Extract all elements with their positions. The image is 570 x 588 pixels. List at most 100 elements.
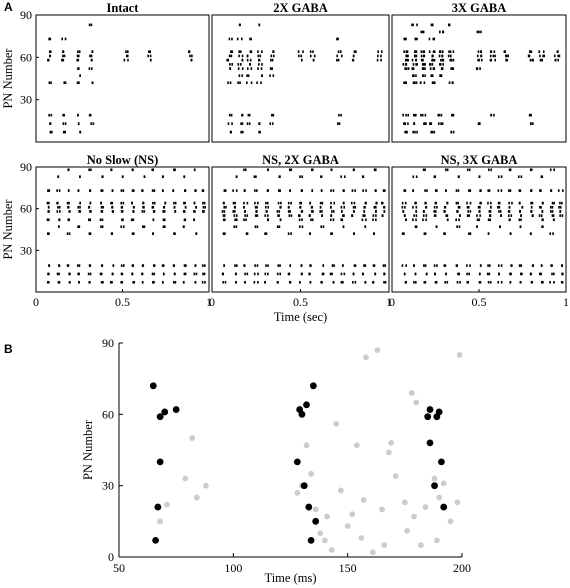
spike — [250, 67, 253, 70]
spike — [434, 214, 437, 217]
spike — [433, 264, 436, 267]
spike — [76, 81, 79, 85]
spike — [278, 210, 281, 213]
spike — [257, 201, 259, 205]
raster-title: Intact — [107, 1, 140, 15]
raster-frame — [211, 14, 390, 143]
spike — [383, 210, 386, 213]
x-tick-label: 0 — [389, 295, 395, 309]
spike — [455, 201, 458, 205]
spike — [331, 272, 333, 276]
spike — [412, 74, 414, 77]
spike — [48, 201, 50, 205]
spike — [62, 130, 65, 134]
spike — [562, 272, 564, 276]
spike — [455, 218, 457, 222]
spike — [231, 122, 233, 125]
spike — [557, 54, 560, 58]
spike — [538, 272, 541, 276]
spike — [403, 50, 405, 53]
spike — [79, 130, 82, 134]
spike — [353, 210, 355, 213]
spike — [340, 205, 343, 209]
spike — [549, 280, 551, 284]
spike — [163, 272, 165, 276]
spike — [424, 168, 426, 172]
spike — [202, 272, 204, 276]
spike — [238, 74, 241, 77]
spike — [407, 58, 409, 62]
spike — [541, 58, 543, 62]
spike — [229, 81, 232, 85]
spike — [289, 210, 291, 213]
spike — [363, 264, 365, 267]
spike — [321, 201, 324, 205]
spike — [517, 175, 520, 179]
spike — [322, 272, 325, 276]
spike — [301, 225, 304, 229]
spike — [194, 264, 197, 267]
spike — [375, 201, 377, 205]
spike — [122, 225, 125, 229]
spike — [531, 201, 534, 205]
x-axis-label: Time (sec) — [274, 310, 327, 324]
spike — [100, 205, 103, 209]
spike — [224, 280, 227, 284]
spike — [403, 232, 405, 235]
spike — [553, 168, 555, 172]
spike — [253, 280, 256, 284]
spike — [559, 214, 561, 217]
spike — [194, 189, 196, 192]
spike — [78, 272, 80, 276]
spike — [436, 264, 438, 267]
spike — [264, 280, 266, 284]
spike — [497, 189, 500, 192]
spike — [413, 74, 415, 77]
spike — [57, 280, 60, 284]
spike — [121, 175, 124, 179]
spike — [50, 113, 53, 117]
spike — [151, 205, 154, 209]
spike — [228, 37, 231, 41]
spike — [549, 168, 552, 172]
spike — [279, 189, 281, 192]
spike — [557, 58, 560, 62]
spike — [425, 122, 427, 125]
spike — [500, 280, 503, 284]
spike — [336, 54, 339, 58]
spike — [469, 210, 472, 213]
spike — [223, 205, 226, 209]
spike — [353, 264, 356, 267]
spike — [557, 189, 560, 192]
spike — [133, 280, 136, 284]
spike — [330, 218, 332, 222]
spike — [48, 232, 50, 235]
spike — [91, 81, 94, 85]
spike — [405, 50, 408, 53]
spike — [77, 225, 79, 229]
spike — [509, 280, 512, 284]
spike — [256, 210, 258, 213]
data-point — [401, 499, 408, 506]
spike — [241, 74, 244, 77]
spike — [182, 280, 185, 284]
spike — [553, 54, 556, 58]
spike — [413, 81, 416, 85]
spike — [184, 201, 186, 205]
spike — [132, 168, 134, 172]
spike — [67, 205, 69, 209]
spike — [490, 113, 493, 117]
spike — [67, 168, 70, 172]
spike — [494, 58, 497, 62]
spike — [287, 210, 290, 213]
spike — [404, 205, 406, 209]
spike — [424, 201, 427, 205]
spike — [479, 205, 481, 209]
spike — [301, 189, 304, 192]
spike — [490, 201, 492, 205]
spike — [340, 280, 343, 284]
spike — [267, 272, 269, 276]
data-point — [349, 511, 356, 518]
spike — [530, 210, 532, 213]
